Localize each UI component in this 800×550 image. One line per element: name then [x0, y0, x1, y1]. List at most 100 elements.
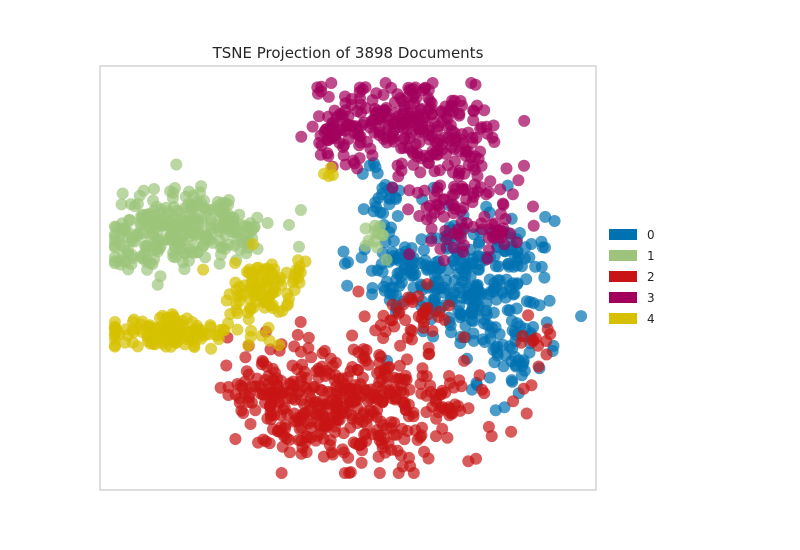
scatter-point	[220, 294, 233, 307]
scatter-point	[416, 115, 429, 128]
scatter-point	[353, 439, 366, 451]
scatter-point	[548, 215, 561, 227]
scatter-point	[159, 218, 172, 231]
scatter-point	[312, 362, 325, 375]
legend-label-2: 2	[647, 270, 655, 284]
scatter-point	[220, 359, 233, 372]
scatter-points	[108, 77, 588, 479]
legend-label-3: 3	[647, 291, 655, 305]
scatter-point	[517, 382, 530, 395]
scatter-point	[425, 234, 438, 247]
scatter-point	[222, 381, 235, 393]
scatter-point	[167, 201, 180, 213]
scatter-point	[315, 85, 328, 98]
scatter-point	[204, 319, 217, 332]
scatter-point	[483, 243, 495, 256]
scatter-point	[325, 77, 338, 89]
scatter-point	[422, 348, 435, 361]
scatter-point	[288, 407, 301, 420]
scatter-point	[257, 433, 270, 446]
scatter-point	[373, 467, 386, 479]
scatter-point	[415, 387, 428, 400]
scatter-point	[532, 360, 545, 373]
scatter-point	[414, 431, 427, 444]
scatter-point	[448, 274, 461, 287]
scatter-point	[436, 422, 449, 435]
scatter-point	[293, 260, 306, 273]
scatter-point	[251, 211, 264, 224]
scatter-point	[366, 428, 379, 441]
scatter-point	[215, 248, 227, 261]
scatter-point	[376, 395, 389, 408]
scatter-point	[148, 183, 160, 195]
scatter-point	[454, 308, 467, 321]
scatter-point	[314, 419, 327, 432]
scatter-point	[308, 380, 321, 393]
scatter-point	[137, 184, 150, 197]
scatter-point	[403, 184, 416, 197]
scatter-point	[270, 378, 283, 391]
scatter-point	[358, 310, 371, 323]
scatter-point	[467, 160, 480, 173]
scatter-point	[400, 373, 413, 386]
scatter-point	[302, 331, 315, 344]
scatter-point	[488, 136, 501, 148]
scatter-point	[478, 210, 491, 223]
scatter-point	[229, 433, 242, 445]
scatter-point	[207, 203, 220, 216]
scatter-point	[544, 328, 557, 341]
scatter-point	[194, 196, 207, 209]
scatter-point	[413, 136, 426, 149]
scatter-point	[414, 378, 427, 390]
scatter-point	[318, 167, 330, 180]
scatter-point	[447, 241, 460, 254]
scatter-point	[224, 308, 237, 320]
scatter-point	[425, 222, 438, 235]
scatter-point	[360, 418, 373, 431]
scatter-point	[233, 280, 246, 293]
legend-swatch-0	[609, 229, 637, 240]
scatter-point	[357, 203, 370, 216]
scatter-point	[294, 316, 307, 328]
scatter-point	[351, 123, 364, 135]
scatter-point	[393, 279, 406, 292]
scatter-point	[452, 170, 465, 183]
scatter-point	[415, 233, 428, 246]
scatter-point	[507, 395, 520, 408]
legend-label-4: 4	[647, 312, 655, 326]
scatter-point	[476, 383, 488, 396]
scatter-point	[527, 200, 539, 213]
scatter-point	[116, 187, 129, 200]
scatter-point	[329, 414, 342, 427]
scatter-point	[154, 270, 167, 283]
scatter-point	[407, 467, 420, 479]
scatter-point	[216, 196, 229, 209]
scatter-point	[239, 351, 252, 364]
scatter-point	[516, 330, 529, 342]
scatter-point	[366, 288, 378, 301]
scatter-point	[489, 404, 502, 417]
scatter-point	[302, 342, 315, 355]
scatter-point	[359, 239, 372, 252]
scatter-point	[108, 339, 121, 352]
scatter-point	[257, 356, 270, 369]
scatter-point	[238, 375, 251, 388]
scatter-point	[233, 208, 246, 221]
scatter-point	[261, 217, 274, 229]
scatter-point	[458, 239, 470, 252]
scatter-point	[348, 157, 361, 170]
scatter-point	[295, 130, 308, 143]
scatter-point	[204, 215, 217, 228]
scatter-point	[235, 219, 248, 231]
scatter-point	[294, 393, 307, 406]
scatter-point	[451, 223, 464, 236]
scatter-point	[242, 313, 255, 326]
scatter-point	[344, 365, 357, 378]
scatter-point	[326, 359, 339, 372]
scatter-point	[340, 120, 353, 132]
scatter-point	[275, 467, 288, 479]
scatter-point	[418, 184, 431, 197]
scatter-point	[264, 299, 277, 312]
scatter-point	[114, 258, 127, 271]
scatter-point	[466, 307, 479, 320]
